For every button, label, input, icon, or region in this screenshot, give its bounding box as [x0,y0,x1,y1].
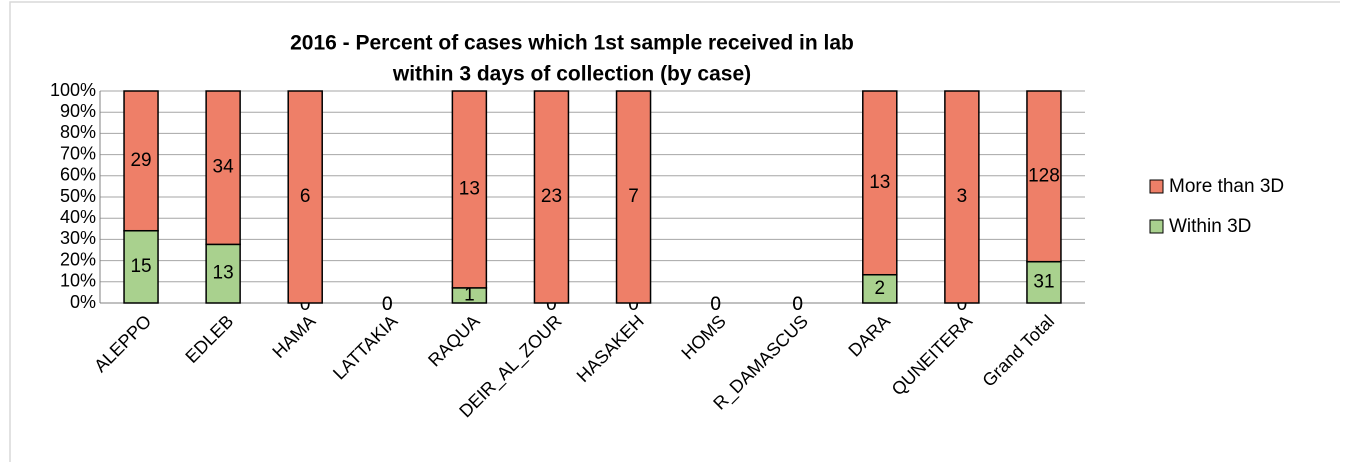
legend-swatch [1149,219,1164,234]
bar-segment [944,90,980,304]
bar-segment [123,229,159,304]
chart-title: within 3 days of collection (by case) [392,63,751,86]
y-tick-label: 70% [60,143,96,163]
data-label: 15 [130,256,151,277]
x-tick-label: LATTAKIA [329,311,401,383]
data-label: 29 [130,150,151,171]
x-tick-label: HAMA [268,311,319,362]
x-tick-label: RAQUA [424,311,483,370]
bar-segment [1026,90,1062,263]
data-label: 0 [792,294,803,315]
data-label: 6 [300,186,311,207]
data-label: 13 [459,178,480,199]
data-label: 7 [628,186,639,207]
data-label: 128 [1028,165,1060,186]
data-label: 0 [792,294,803,315]
y-tick-label: 80% [60,122,96,142]
y-tick-label: 40% [60,207,96,227]
x-tick-label: QUNEITERA [888,311,976,399]
legend-label: Within 3D [1169,216,1251,237]
data-label: 13 [869,172,890,193]
bar-segment [1026,260,1062,304]
bar-segment [615,90,652,304]
data-label: 23 [541,186,562,207]
legend-swatch [1149,179,1164,194]
data-label: 0 [300,294,311,315]
data-label: 0 [382,294,393,315]
data-label: 1 [464,284,475,305]
y-tick-label: 90% [60,101,96,121]
y-tick-label: 10% [60,271,96,291]
x-tick-label: ALEPPO [90,311,155,376]
data-label: 0 [546,294,557,315]
bar-segment [205,90,241,246]
y-tick-label: 0% [70,292,96,312]
data-label: 0 [628,294,639,315]
y-tick-label: 100% [50,80,96,100]
bar-segment [862,90,898,276]
bar-segment [123,90,159,232]
x-tick-label: HASAKEH [573,311,648,386]
x-tick-label: DARA [844,311,894,361]
y-tick-label: 60% [60,165,96,185]
data-label: 31 [1033,271,1054,292]
y-tick-label: 50% [60,186,96,206]
data-label: 0 [382,294,393,315]
data-label: 13 [213,263,234,284]
chart-title: 2016 - Percent of cases which 1st sample… [290,32,854,55]
x-tick-label: HOMS [677,311,729,363]
data-label: 2 [875,278,886,299]
bar-segment [451,90,488,289]
data-label: 0 [957,294,968,315]
data-label: 34 [213,157,235,178]
y-tick-label: 20% [60,249,96,269]
x-tick-label: Grand Total [978,311,1058,391]
bar-segment [205,243,241,304]
data-label: 0 [710,294,721,315]
bar-segment [287,90,323,304]
legend-label: More than 3D [1169,176,1284,197]
x-tick-label: EDLEB [181,311,237,367]
y-tick-label: 30% [60,228,96,248]
data-label: 0 [710,294,721,315]
data-label: 3 [957,186,968,207]
chart-frame [9,1,1340,462]
bar-segment [533,90,570,304]
